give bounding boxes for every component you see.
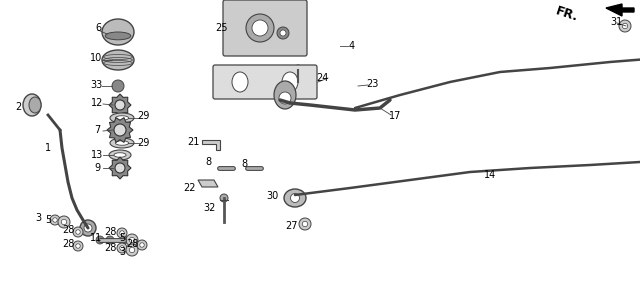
- Text: 29: 29: [137, 111, 149, 121]
- Ellipse shape: [102, 50, 134, 70]
- Circle shape: [106, 236, 114, 244]
- Text: 28: 28: [104, 227, 116, 237]
- Circle shape: [129, 247, 134, 253]
- Text: 28: 28: [126, 239, 138, 249]
- Circle shape: [246, 14, 274, 42]
- Ellipse shape: [105, 32, 131, 40]
- Circle shape: [252, 20, 268, 36]
- Text: FR.: FR.: [554, 5, 580, 24]
- Circle shape: [114, 124, 126, 136]
- Text: 14: 14: [484, 170, 496, 180]
- Ellipse shape: [110, 138, 134, 148]
- Polygon shape: [107, 118, 133, 142]
- Text: 8: 8: [205, 157, 211, 167]
- Text: 1: 1: [45, 143, 51, 153]
- Circle shape: [126, 234, 138, 246]
- Polygon shape: [606, 4, 634, 16]
- Text: 17: 17: [389, 111, 401, 121]
- Text: 25: 25: [216, 23, 228, 33]
- Text: 24: 24: [316, 73, 328, 83]
- Circle shape: [112, 80, 124, 92]
- Text: 32: 32: [204, 203, 216, 213]
- Ellipse shape: [274, 81, 296, 109]
- Polygon shape: [109, 157, 131, 179]
- Circle shape: [622, 23, 628, 29]
- Ellipse shape: [102, 19, 134, 45]
- Circle shape: [61, 219, 67, 225]
- Circle shape: [58, 216, 70, 228]
- Ellipse shape: [109, 150, 131, 160]
- Circle shape: [294, 65, 302, 73]
- Circle shape: [52, 218, 57, 222]
- Circle shape: [140, 243, 144, 247]
- Circle shape: [291, 194, 300, 203]
- Circle shape: [129, 237, 134, 243]
- Polygon shape: [202, 140, 220, 150]
- Text: 13: 13: [91, 150, 103, 160]
- FancyBboxPatch shape: [223, 0, 307, 56]
- Text: 3: 3: [119, 247, 125, 257]
- Text: 8: 8: [241, 159, 247, 169]
- Ellipse shape: [284, 189, 306, 207]
- Circle shape: [619, 20, 631, 32]
- Circle shape: [299, 218, 311, 230]
- Circle shape: [280, 30, 286, 36]
- Text: 31: 31: [610, 17, 622, 27]
- Circle shape: [96, 236, 104, 244]
- Circle shape: [84, 224, 92, 232]
- Ellipse shape: [115, 141, 129, 145]
- Circle shape: [120, 246, 124, 250]
- Circle shape: [279, 92, 291, 104]
- Circle shape: [76, 244, 80, 248]
- Text: 12: 12: [91, 98, 103, 108]
- Circle shape: [302, 221, 308, 227]
- Ellipse shape: [115, 116, 129, 120]
- Text: 33: 33: [90, 80, 102, 90]
- Circle shape: [220, 194, 228, 202]
- Circle shape: [137, 240, 147, 250]
- Circle shape: [277, 27, 289, 39]
- Polygon shape: [109, 94, 131, 116]
- Text: 2: 2: [15, 102, 21, 112]
- Circle shape: [115, 163, 125, 173]
- Ellipse shape: [110, 113, 134, 123]
- Text: 4: 4: [349, 41, 355, 51]
- Text: 23: 23: [366, 79, 378, 89]
- Circle shape: [50, 215, 60, 225]
- Circle shape: [117, 243, 127, 253]
- Text: 9: 9: [94, 163, 100, 173]
- Ellipse shape: [232, 72, 248, 92]
- Ellipse shape: [29, 97, 41, 113]
- Circle shape: [76, 230, 80, 234]
- Text: 7: 7: [94, 125, 100, 135]
- Ellipse shape: [114, 153, 126, 157]
- Circle shape: [117, 228, 127, 238]
- Text: 28: 28: [62, 225, 74, 235]
- Text: 5: 5: [119, 233, 125, 243]
- Polygon shape: [198, 180, 218, 187]
- Circle shape: [73, 241, 83, 251]
- Text: 11: 11: [90, 233, 102, 243]
- Text: 22: 22: [184, 183, 196, 193]
- Circle shape: [120, 236, 128, 244]
- Text: 28: 28: [62, 239, 74, 249]
- Ellipse shape: [23, 94, 41, 116]
- FancyBboxPatch shape: [213, 65, 317, 99]
- Text: 3: 3: [35, 213, 41, 223]
- Text: 29: 29: [137, 138, 149, 148]
- Ellipse shape: [282, 72, 298, 92]
- Text: 10: 10: [90, 53, 102, 63]
- Text: 5: 5: [45, 215, 51, 225]
- Text: 21: 21: [187, 137, 199, 147]
- Circle shape: [126, 244, 138, 256]
- Text: 27: 27: [285, 221, 298, 231]
- Text: 6: 6: [95, 23, 101, 33]
- Text: 28: 28: [104, 243, 116, 253]
- Text: 30: 30: [266, 191, 278, 201]
- Circle shape: [115, 100, 125, 110]
- Circle shape: [80, 220, 96, 236]
- Circle shape: [73, 227, 83, 237]
- Circle shape: [120, 231, 124, 235]
